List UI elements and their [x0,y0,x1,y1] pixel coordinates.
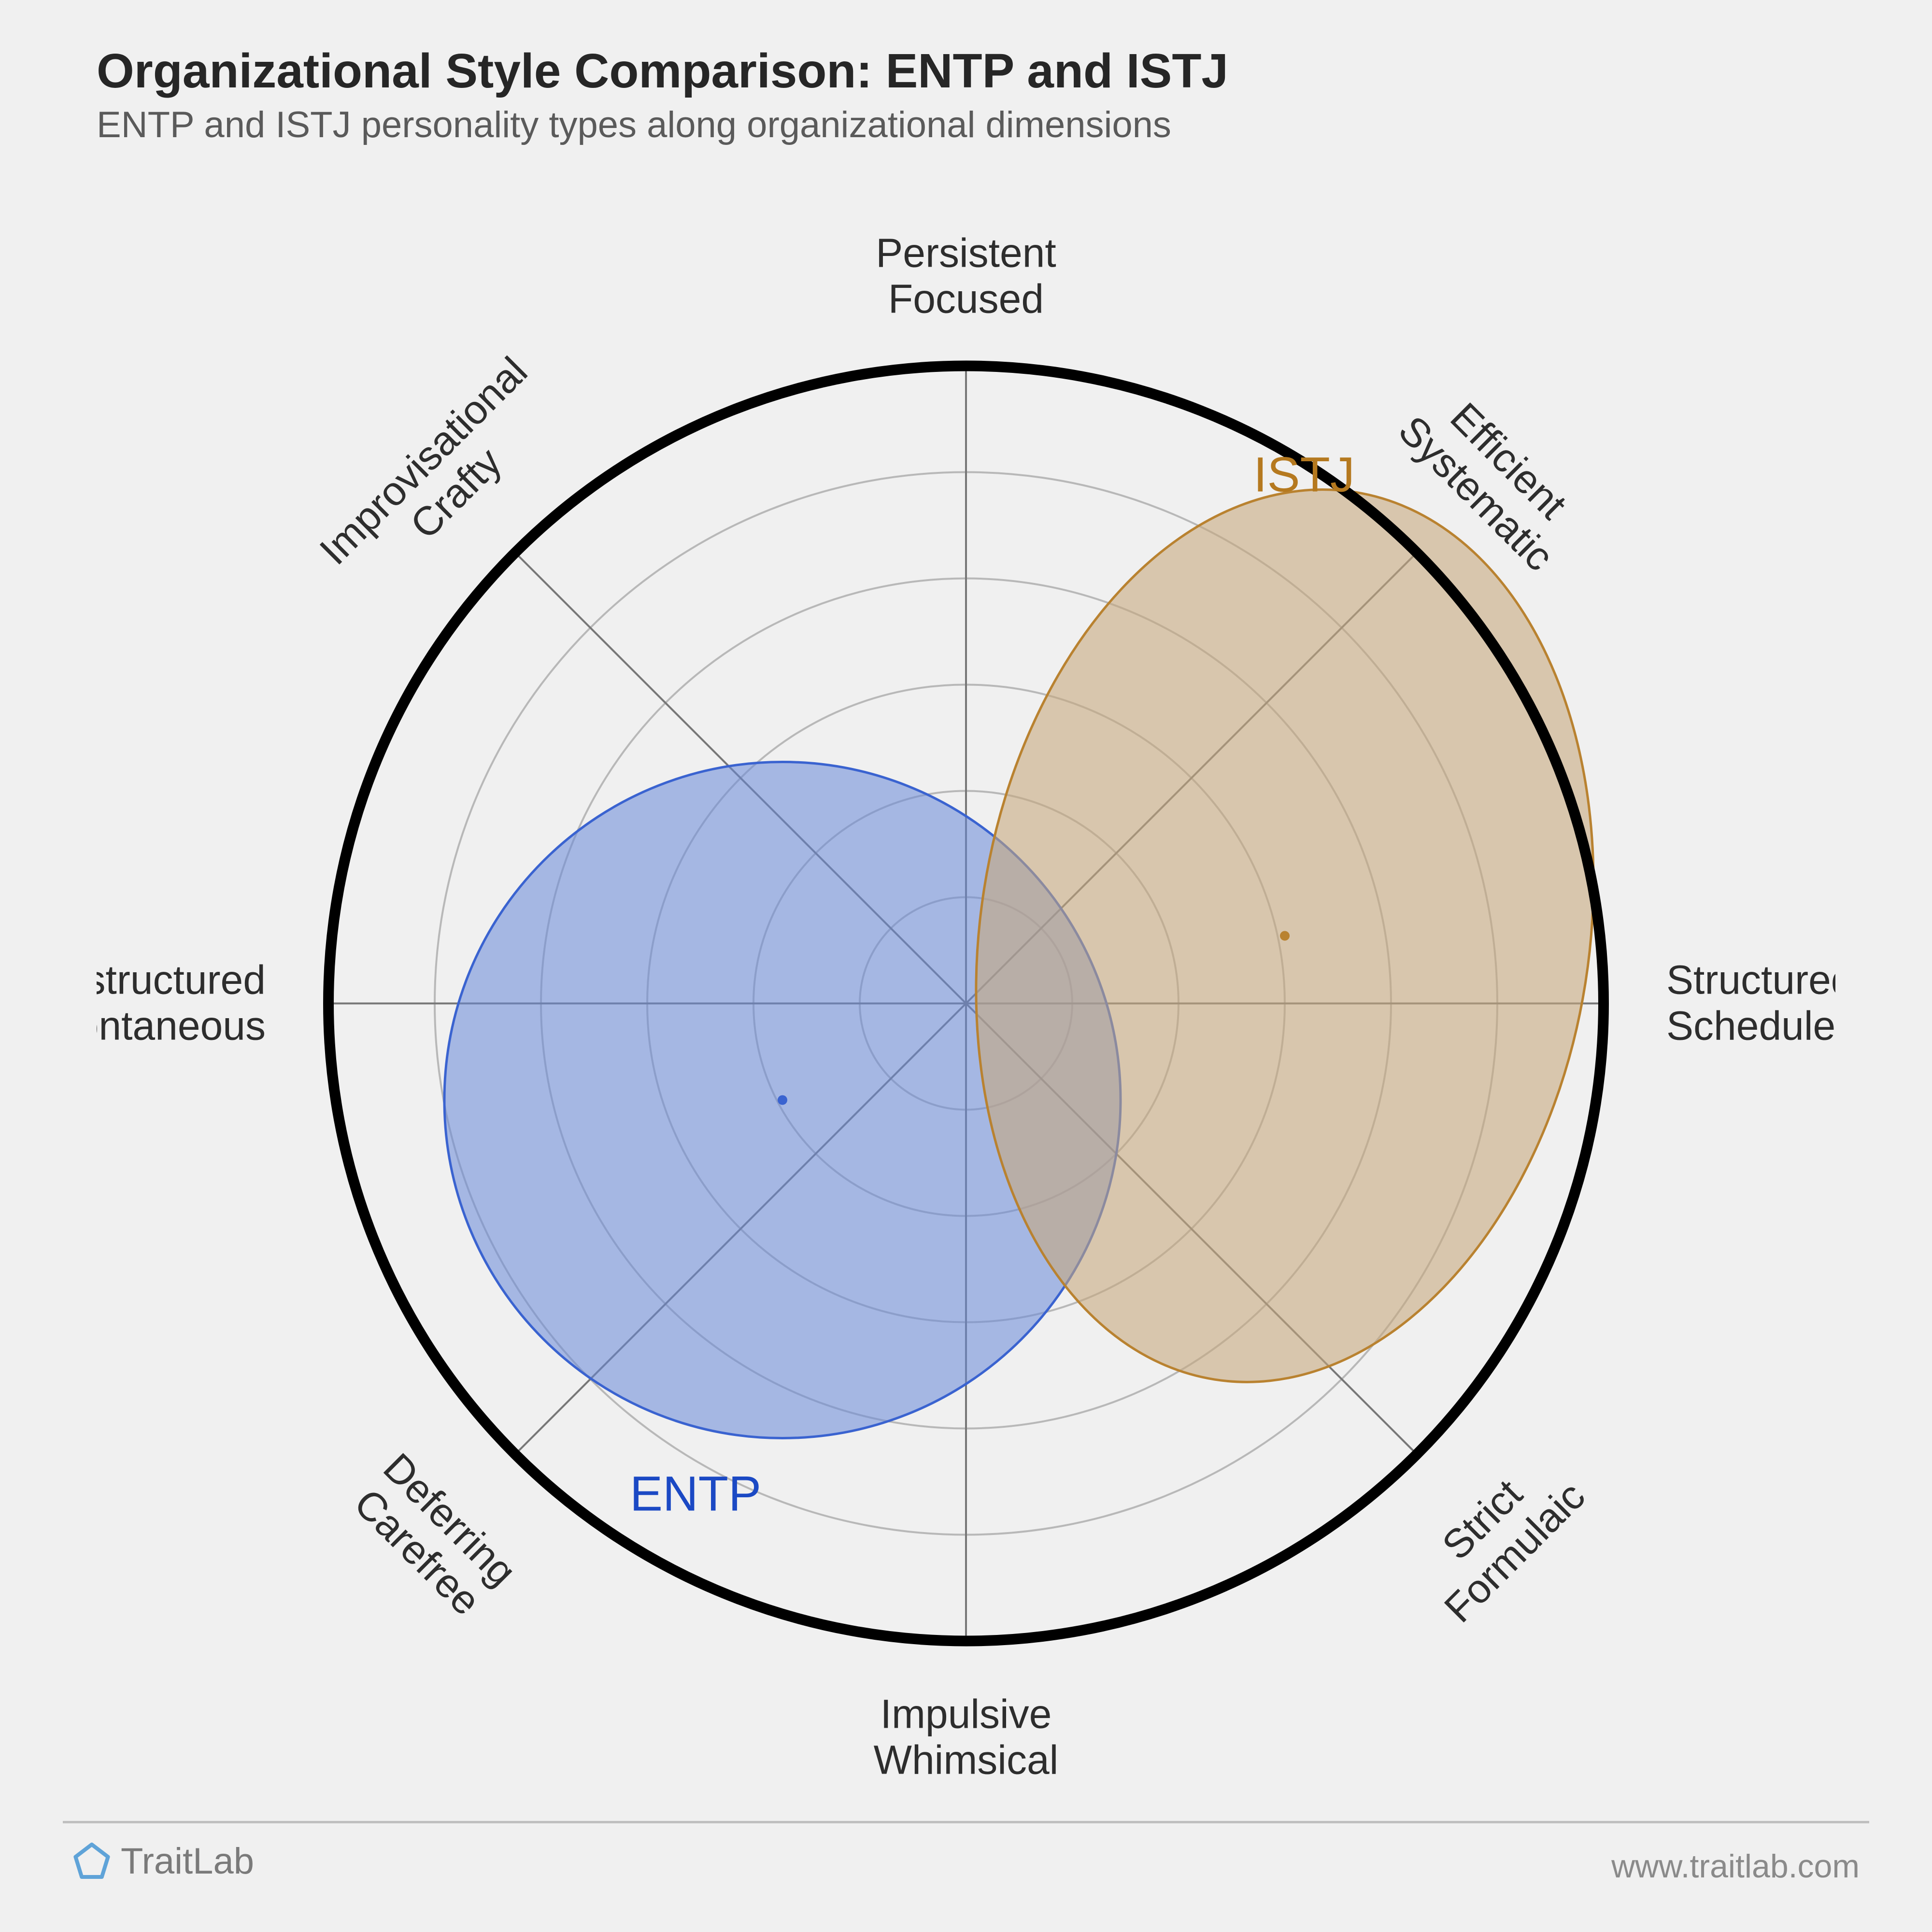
region-label-istj: ISTJ [1253,447,1355,502]
axis-label: ImpulsiveWhimsical [874,1691,1059,1783]
brand-logo-icon [72,1842,111,1881]
region-label-entp: ENTP [630,1466,761,1521]
axis-label-text: DeferringCarefree [342,1445,525,1627]
chart-subtitle: ENTP and ISTJ personality types along or… [97,104,1228,146]
polar-chart-svg: ENTPISTJPersistentFocusedEfficientSystem… [97,183,1835,1825]
region-center-dot [778,1095,787,1105]
brand: TraitLab [72,1840,254,1882]
title-block: Organizational Style Comparison: ENTP an… [97,43,1228,146]
axis-label: StrictFormulaic [1403,1440,1593,1631]
axis-label: DeferringCarefree [342,1445,525,1627]
axis-label: StructuredScheduled [1666,957,1835,1049]
chart-title: Organizational Style Comparison: ENTP an… [97,43,1228,99]
axis-label-text: StrictFormulaic [1403,1440,1593,1631]
page: Organizational Style Comparison: ENTP an… [0,0,1932,1932]
brand-url: www.traitlab.com [1611,1847,1860,1885]
axis-label: PersistentFocused [876,230,1056,322]
footer-rule [63,1821,1869,1823]
polar-chart: ENTPISTJPersistentFocusedEfficientSystem… [97,183,1835,1827]
axis-label: UnstructuredSpontaneous [97,957,266,1049]
footer: TraitLab www.traitlab.com [0,1821,1932,1898]
brand-name: TraitLab [121,1840,254,1882]
